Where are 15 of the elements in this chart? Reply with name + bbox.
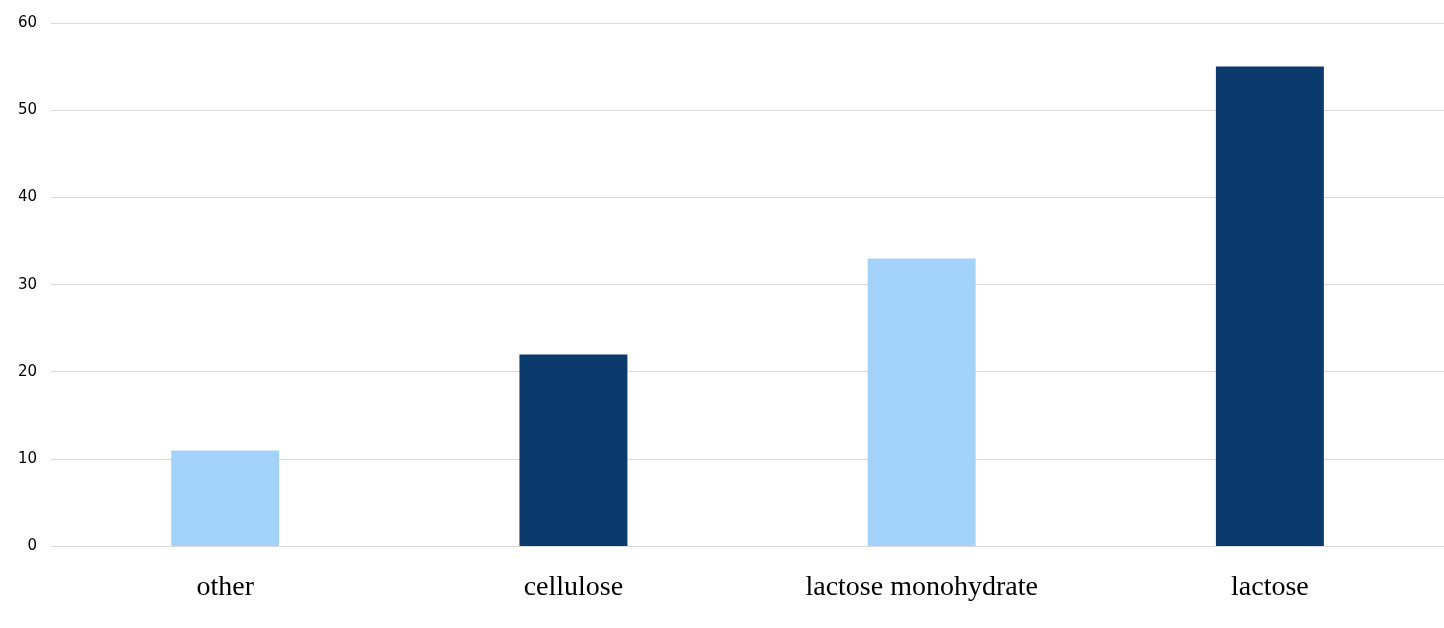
y-tick-label: 60 — [17, 12, 38, 31]
y-tick-label: 50 — [17, 100, 38, 119]
x-tick-label: lactose — [1231, 569, 1309, 601]
y-tick-label: 40 — [17, 187, 38, 206]
bar — [171, 450, 280, 546]
bar — [519, 354, 628, 546]
y-tick-label: 30 — [17, 274, 38, 293]
y-tick-label: 20 — [17, 361, 38, 380]
y-tick-label: 10 — [17, 449, 38, 468]
y-tick-label: 0 — [27, 536, 38, 555]
x-tick-label: cellulose — [523, 569, 624, 601]
x-tick-label: other — [196, 569, 255, 601]
x-tick-label: lactose monohydrate — [805, 569, 1038, 601]
bar — [1215, 66, 1324, 546]
bar — [867, 258, 976, 546]
